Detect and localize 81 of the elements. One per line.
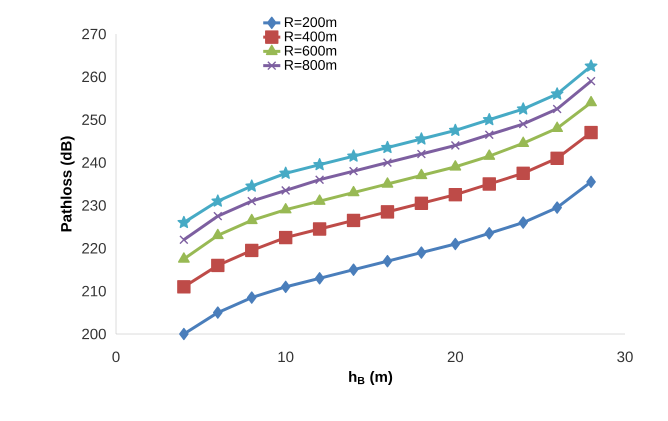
point <box>381 140 394 154</box>
point <box>281 186 290 196</box>
point <box>416 168 428 180</box>
point <box>483 149 496 160</box>
point <box>450 140 460 150</box>
point <box>448 188 462 202</box>
point <box>213 212 222 221</box>
point <box>414 196 428 210</box>
legend-label: R=600m <box>284 46 336 56</box>
point <box>247 196 256 206</box>
point <box>449 160 462 171</box>
point <box>552 201 562 214</box>
point <box>382 158 392 168</box>
point <box>278 230 292 244</box>
y-tick-label: 260 <box>82 72 106 82</box>
point <box>212 306 223 319</box>
y-tick-label: 270 <box>82 28 106 40</box>
point <box>211 194 224 207</box>
point <box>584 126 598 140</box>
point <box>416 246 426 259</box>
y-tick-label: 220 <box>82 242 106 254</box>
point <box>178 252 190 263</box>
y-tick-label: 250 <box>82 114 106 126</box>
point <box>516 102 530 115</box>
point <box>584 59 598 72</box>
point <box>518 216 528 229</box>
point <box>550 152 564 165</box>
point <box>346 214 360 228</box>
point <box>550 87 564 100</box>
y-tick-label: 240 <box>82 157 106 168</box>
point <box>586 176 596 188</box>
point <box>246 214 258 224</box>
x-tick-label: 20 <box>448 352 464 362</box>
point <box>484 130 494 140</box>
point <box>245 244 258 258</box>
point <box>450 238 460 250</box>
legend-label: R=200m <box>284 17 336 28</box>
point <box>211 258 225 272</box>
point <box>212 228 224 240</box>
point <box>482 177 496 191</box>
point <box>414 132 428 145</box>
point <box>448 124 462 136</box>
point <box>312 222 326 236</box>
point <box>315 175 324 184</box>
legend-label: R=400m <box>284 31 336 42</box>
x-tick-label: 10 <box>278 352 294 362</box>
point <box>552 104 562 114</box>
x-tick-label: 30 <box>617 352 633 362</box>
point <box>551 122 564 132</box>
point <box>517 136 530 147</box>
point <box>518 119 528 129</box>
y-axis-title: Pathloss (dB) <box>60 136 75 232</box>
legend-label: R=800m <box>284 60 336 70</box>
point <box>314 272 324 284</box>
point <box>382 177 394 188</box>
point <box>484 227 494 240</box>
point <box>586 76 596 86</box>
point <box>348 264 358 276</box>
point <box>585 96 597 106</box>
y-tick-label: 230 <box>82 200 106 211</box>
point <box>380 205 394 219</box>
point <box>516 166 530 180</box>
x-axis-title: h$_{B}$ (m) <box>349 371 392 385</box>
point <box>348 186 360 196</box>
point <box>177 216 190 228</box>
point <box>179 235 188 244</box>
point <box>279 166 292 179</box>
point <box>280 280 290 294</box>
point <box>177 280 191 294</box>
y-tick-label: 210 <box>82 286 106 296</box>
point <box>280 203 292 214</box>
point <box>348 166 358 176</box>
x-tick-label: 0 <box>112 352 120 362</box>
point <box>246 291 257 304</box>
point <box>179 328 189 340</box>
point <box>314 194 326 205</box>
point <box>482 113 496 126</box>
y-tick-label: 200 <box>82 328 106 340</box>
point <box>382 254 392 268</box>
point <box>245 179 258 192</box>
point <box>416 149 426 159</box>
